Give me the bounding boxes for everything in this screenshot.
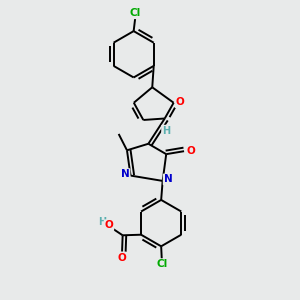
Text: O: O [186, 146, 195, 156]
Text: Cl: Cl [130, 8, 141, 18]
Text: H: H [162, 125, 170, 136]
Text: N: N [121, 169, 130, 179]
Text: O: O [105, 220, 113, 230]
Text: N: N [164, 174, 172, 184]
Text: Cl: Cl [156, 259, 167, 269]
Text: H: H [98, 217, 106, 227]
Text: O: O [117, 253, 126, 262]
Text: O: O [176, 97, 184, 107]
